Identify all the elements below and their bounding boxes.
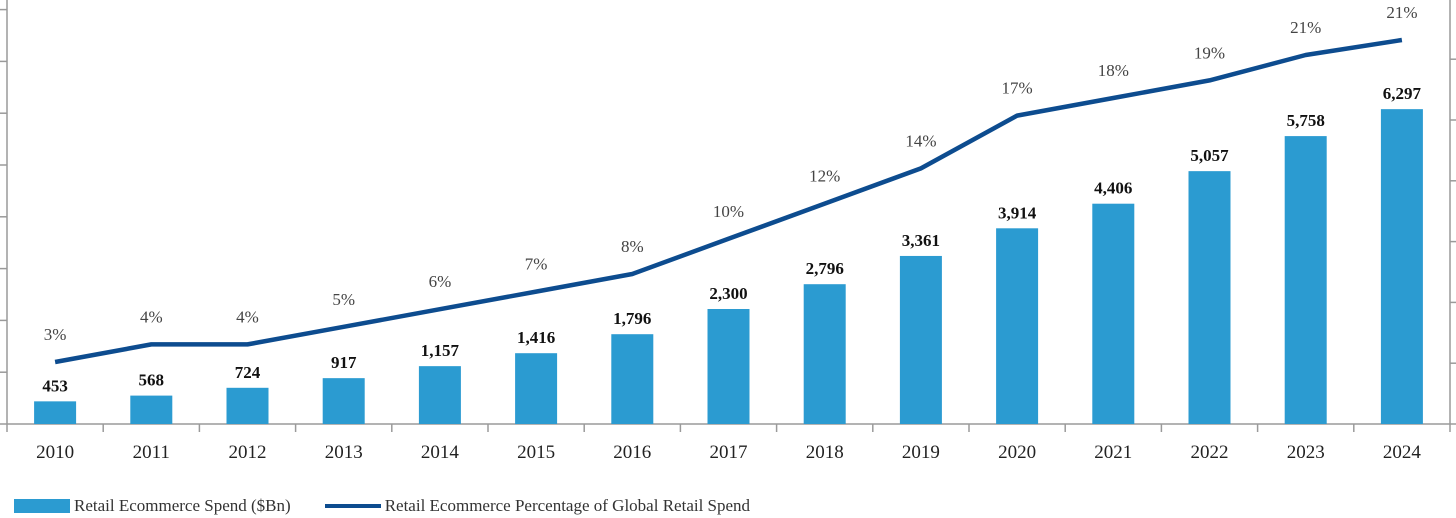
bar	[1380, 109, 1423, 425]
bar	[707, 309, 750, 424]
line-data-label: 4%	[140, 307, 163, 326]
legend-swatch-line	[324, 504, 381, 508]
line-data-labels: 3% 4% 4% 5% 6% 7% 8% 10% 12% 14% 17% 18% 19% 21% 21%	[44, 3, 1418, 344]
bar-data-label: 3,914	[998, 203, 1037, 222]
x-tick-label: 2010	[36, 442, 74, 463]
line-data-label: 21%	[1290, 18, 1321, 37]
bar	[515, 353, 558, 424]
bar	[996, 228, 1039, 424]
x-tick-label: 2012	[229, 442, 267, 463]
bar-data-label: 568	[139, 371, 165, 390]
bar	[418, 366, 461, 424]
line-data-label: 21%	[1386, 3, 1417, 22]
legend-item-spend: Retail Ecommerce Spend ($Bn)	[14, 496, 291, 516]
x-tick-label: 2018	[806, 442, 844, 463]
bar-data-label: 1,416	[517, 328, 555, 347]
bar	[34, 401, 77, 424]
bar-data-label: 4,406	[1094, 179, 1132, 198]
bar-data-label: 724	[235, 363, 261, 382]
line-data-label: 6%	[429, 272, 452, 291]
line-data-label: 10%	[713, 202, 744, 221]
x-tick-label: 2011	[133, 442, 170, 463]
bar-data-label: 453	[42, 376, 68, 395]
bar-data-label: 1,157	[421, 341, 460, 360]
line-series	[54, 37, 1403, 365]
bar-data-label: 3,361	[902, 231, 940, 250]
bar	[1188, 171, 1231, 424]
bar-data-label: 917	[331, 353, 357, 372]
line-data-label: 5%	[332, 290, 355, 309]
line-data-label: 19%	[1194, 43, 1225, 62]
bar	[899, 255, 942, 424]
bar	[322, 378, 365, 424]
bar	[130, 395, 173, 424]
line-data-label: 4%	[236, 307, 259, 326]
line-data-label: 18%	[1098, 61, 1129, 80]
bar-series	[34, 109, 1423, 425]
x-tick-label: 2022	[1191, 442, 1229, 463]
bar-data-label: 2,796	[806, 259, 844, 278]
legend-item-percentage: Retail Ecommerce Percentage of Global Re…	[324, 496, 751, 516]
legend-label-spend: Retail Ecommerce Spend ($Bn)	[74, 496, 291, 515]
x-tick-label: 2017	[710, 442, 748, 463]
line-data-label: 12%	[809, 167, 840, 186]
x-tick-label: 2016	[613, 442, 651, 463]
bar	[1092, 203, 1135, 424]
x-tick-label: 2014	[421, 442, 460, 463]
bar-data-label: 6,297	[1383, 84, 1422, 103]
x-tick-label: 2013	[325, 442, 363, 463]
line-data-label: 14%	[905, 131, 936, 150]
line-data-label: 17%	[1002, 79, 1033, 98]
line-data-label: 7%	[525, 255, 548, 274]
x-tick-label: 2019	[902, 442, 940, 463]
x-tick-label: 2024	[1383, 442, 1422, 463]
x-tick-label: 2021	[1094, 442, 1132, 463]
legend: Retail Ecommerce Spend ($Bn) Retail Ecom…	[14, 496, 784, 516]
x-tick-labels: 2010 2011 2012 2013 2014 2015 2016 2017 2018 2019…	[36, 442, 1421, 463]
bar-data-labels: 453 568 724 917 1,157 1,416 1,796 2,300 2,796 3,3…	[42, 84, 1421, 395]
bar-data-label: 2,300	[709, 284, 747, 303]
line-data-label: 3%	[44, 325, 67, 344]
bar	[1284, 136, 1327, 424]
bar-data-label: 5,057	[1190, 146, 1229, 165]
legend-swatch-bar	[14, 499, 70, 513]
line-data-label: 8%	[621, 237, 644, 256]
bar-data-label: 1,796	[613, 309, 651, 328]
bar	[611, 334, 654, 424]
x-tick-label: 2015	[517, 442, 555, 463]
bar	[226, 387, 269, 424]
x-tick-label: 2023	[1287, 442, 1325, 463]
bar	[803, 284, 846, 424]
x-tick-label: 2020	[998, 442, 1036, 463]
bar-data-label: 5,758	[1287, 111, 1325, 130]
legend-label-percentage: Retail Ecommerce Percentage of Global Re…	[384, 496, 751, 515]
